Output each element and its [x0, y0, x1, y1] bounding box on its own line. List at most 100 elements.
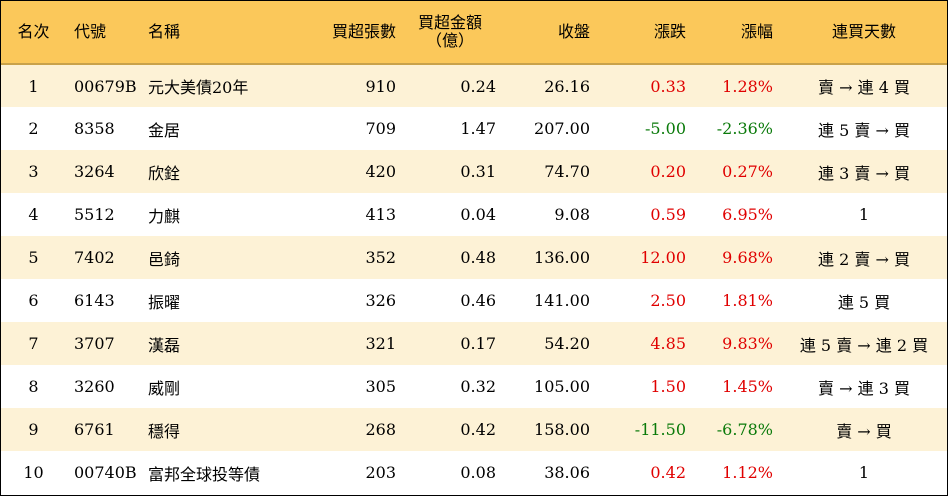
table-row: 5 7402 邑錡 352 0.48 136.00 12.00 9.68% 連 … [1, 236, 947, 279]
cell-change-pct: 1.28% [722, 76, 773, 96]
cell-change-pct: -6.78% [716, 420, 773, 439]
cell-change-pct: 9.68% [722, 248, 773, 267]
cell-change-pct: 1.45% [722, 377, 773, 396]
cell-net-buy-amount: 0.17 [460, 334, 496, 353]
table-row: 9 6761 穩得 268 0.42 158.00 -11.50 -6.78% … [1, 408, 947, 451]
cell-net-buy-lots: 910 [365, 76, 396, 96]
cell-streak: 連 5 賣 → 買 [818, 120, 910, 140]
cell-code: 3707 [74, 334, 115, 353]
cell-change: 1.50 [650, 377, 686, 396]
cell-name: 力麒 [148, 206, 181, 226]
cell-rank: 3 [28, 162, 39, 181]
table-row: 6 6143 振曜 326 0.46 141.00 2.50 1.81% 連 5… [1, 279, 947, 322]
cell-net-buy-lots: 203 [365, 463, 396, 482]
cell-change-pct: 0.27% [722, 162, 773, 181]
table-row: 3 3264 欣銓 420 0.31 74.70 0.20 0.27% 連 3 … [1, 150, 947, 193]
cell-rank: 2 [28, 119, 39, 138]
cell-streak: 賣 → 買 [836, 421, 892, 441]
cell-rank: 5 [28, 248, 39, 267]
cell-change: 12.00 [640, 248, 686, 267]
cell-net-buy-amount: 0.48 [460, 248, 496, 267]
cell-code: 7402 [74, 248, 115, 267]
header-streak: 連買天數 [831, 22, 896, 41]
cell-streak: 賣 → 連 4 買 [818, 78, 910, 97]
cell-change-pct: 1.81% [722, 291, 773, 310]
table-row: 2 8358 金居 709 1.47 207.00 -5.00 -2.36% 連… [1, 107, 947, 150]
cell-net-buy-amount: 0.32 [460, 377, 496, 396]
cell-name: 穩得 [148, 421, 181, 441]
header-net-buy-lots: 買超張數 [331, 22, 396, 41]
cell-net-buy-amount: 0.31 [460, 162, 496, 181]
header-row: 名次 代號 名稱 買超張數 買超金額 （億） 收盤 漲跌 漲幅 連買天數 [1, 1, 947, 64]
cell-code: 6143 [74, 291, 115, 310]
cell-net-buy-amount: 0.24 [460, 76, 496, 96]
cell-net-buy-lots: 420 [365, 162, 396, 181]
cell-close: 141.00 [534, 291, 590, 310]
cell-net-buy-lots: 413 [365, 205, 396, 224]
cell-code: 6761 [74, 420, 115, 439]
cell-close: 136.00 [534, 248, 590, 267]
table-body: 1 00679B 元大美債20年 910 0.24 26.16 0.33 1.2… [1, 64, 947, 494]
cell-close: 74.70 [544, 162, 590, 181]
header-code: 代號 [74, 22, 107, 41]
cell-change: -5.00 [644, 119, 686, 138]
cell-net-buy-lots: 321 [365, 334, 396, 353]
cell-name: 漢磊 [148, 335, 181, 355]
cell-close: 9.08 [554, 205, 590, 224]
cell-net-buy-lots: 709 [365, 119, 396, 138]
cell-name: 元大美債20年 [148, 78, 249, 97]
header-close: 收盤 [557, 22, 590, 41]
header-net-buy-amount: 買超金額 （億） [404, 1, 504, 64]
table-row: 7 3707 漢磊 321 0.17 54.20 4.85 9.83% 連 5 … [1, 322, 947, 365]
cell-change-pct: 1.12% [722, 463, 773, 482]
cell-change: 0.59 [650, 205, 686, 224]
header-rank: 名次 [17, 22, 50, 41]
cell-change: 0.42 [650, 463, 686, 482]
cell-name: 威剛 [148, 378, 181, 398]
cell-net-buy-lots: 305 [365, 377, 396, 396]
header-net-buy-amount-line1: 買超金額 [417, 13, 482, 32]
cell-close: 26.16 [544, 76, 590, 96]
cell-streak: 連 3 賣 → 買 [818, 163, 910, 183]
cell-name: 振曜 [148, 292, 181, 312]
cell-change: -11.50 [634, 420, 686, 439]
cell-rank: 4 [28, 205, 39, 224]
cell-rank: 7 [28, 334, 39, 353]
cell-streak: 連 5 買 [837, 292, 891, 312]
cell-name: 欣銓 [148, 163, 181, 183]
cell-close: 38.06 [544, 463, 590, 482]
cell-streak: 賣 → 連 3 買 [818, 378, 910, 398]
cell-code: 00679B [74, 76, 137, 96]
cell-streak: 連 5 賣 → 連 2 買 [799, 335, 929, 355]
table-row: 4 5512 力麒 413 0.04 9.08 0.59 6.95% 1 [1, 193, 947, 236]
cell-close: 158.00 [534, 420, 590, 439]
cell-net-buy-lots: 268 [365, 420, 396, 439]
table-row: 8 3260 威剛 305 0.32 105.00 1.50 1.45% 賣 →… [1, 365, 947, 408]
cell-close: 105.00 [534, 377, 590, 396]
cell-rank: 8 [28, 377, 39, 396]
header-net-buy-amount-line2: （億） [425, 31, 474, 50]
cell-streak: 連 2 賣 → 買 [818, 249, 910, 269]
cell-rank: 9 [28, 420, 39, 439]
cell-rank: 1 [28, 76, 39, 96]
cell-change-pct: 6.95% [722, 205, 773, 224]
cell-net-buy-lots: 352 [365, 248, 396, 267]
cell-net-buy-amount: 0.04 [460, 205, 496, 224]
table-row: 10 00740B 富邦全球投等債 203 0.08 38.06 0.42 1.… [1, 451, 947, 494]
cell-rank: 6 [28, 291, 39, 310]
cell-code: 00740B [74, 463, 137, 482]
header-name: 名稱 [148, 22, 181, 41]
cell-name: 富邦全球投等債 [148, 464, 261, 484]
cell-code: 3264 [74, 162, 115, 181]
cell-name: 金居 [148, 120, 181, 140]
cell-net-buy-amount: 0.46 [460, 291, 496, 310]
cell-close: 207.00 [534, 119, 590, 138]
cell-code: 8358 [74, 119, 115, 138]
cell-net-buy-amount: 1.47 [460, 119, 496, 138]
cell-change-pct: 9.83% [722, 334, 773, 353]
cell-close: 54.20 [544, 334, 590, 353]
cell-code: 5512 [74, 205, 115, 224]
cell-change: 4.85 [650, 334, 686, 353]
header-change: 漲跌 [653, 22, 686, 41]
